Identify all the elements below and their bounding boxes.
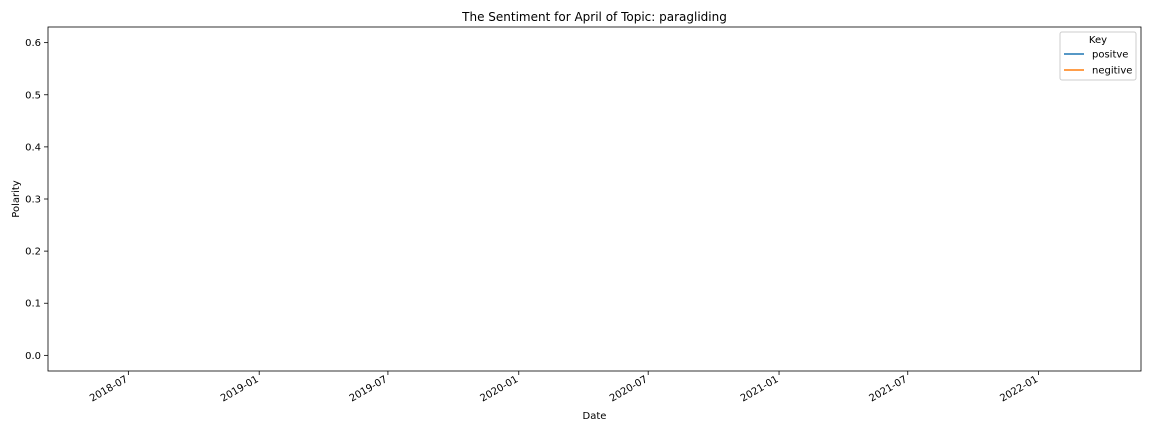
y-tick-label: 0.6 [25,38,41,49]
legend-label: negitive [1092,66,1132,77]
legend-label: positve [1092,50,1128,61]
x-tick-label: 2020-01 [479,374,521,404]
y-axis: 0.0 0.1 0.2 0.3 0.4 0.5 0.6 [25,38,48,362]
legend-box [1059,31,1137,81]
chart-title: The Sentiment for April of Topic: paragl… [461,10,727,24]
x-tick-label: 2019-01 [219,374,261,404]
plot-frame [47,26,1142,372]
x-tick-label: 2019-07 [348,374,390,404]
y-tick-label: 0.1 [25,299,41,310]
x-tick-label: 2018-07 [88,374,130,404]
x-axis: 2018-07 2019-01 2019-07 2020-01 2020-07 2021-… [88,371,1040,404]
legend-title: Key [1089,35,1107,46]
y-tick-label: 0.0 [25,351,41,362]
legend: Key positve negitive [1059,31,1137,81]
x-axis-title: Date [583,411,607,422]
x-tick-label: 2021-07 [868,374,910,404]
y-tick-label: 0.5 [25,90,41,101]
y-tick-label: 0.4 [25,142,41,153]
legend-entries: positve negitive [1064,50,1132,77]
plot-area [47,26,1142,372]
x-tick-label: 2022-01 [998,374,1040,404]
y-tick-label: 0.3 [25,195,41,206]
x-tick-label: 2020-07 [608,374,650,404]
y-axis-title: Polarity [11,180,22,218]
x-tick-label: 2021-01 [739,374,781,404]
y-tick-label: 0.2 [25,247,41,258]
